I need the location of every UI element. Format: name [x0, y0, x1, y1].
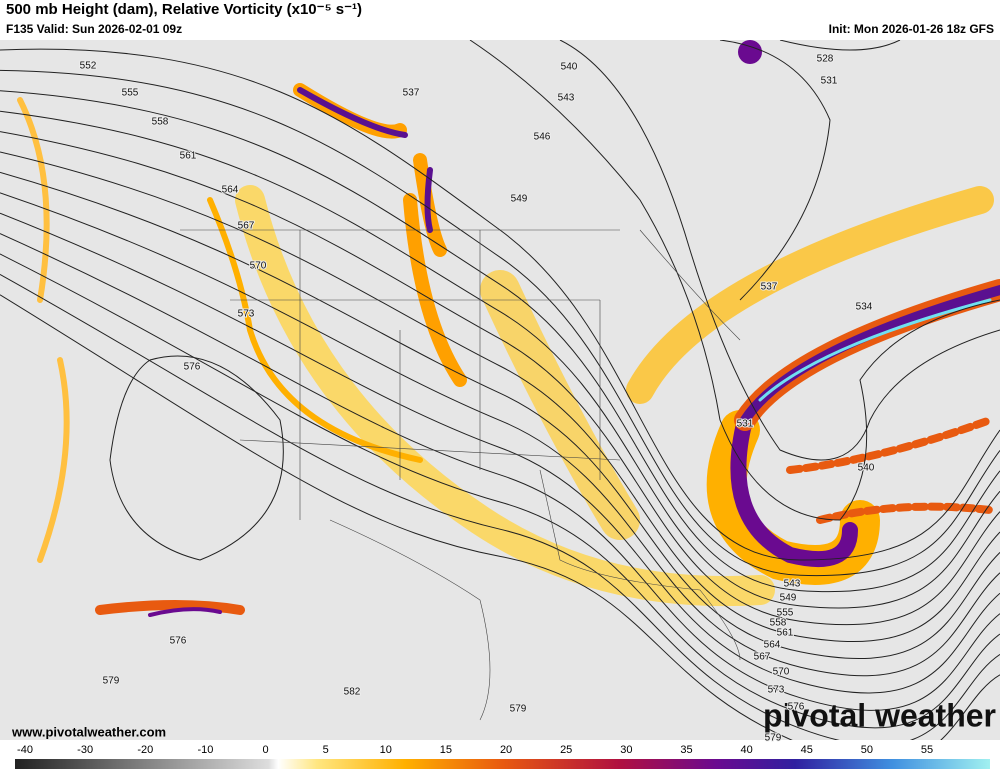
- colorbar-tick-label: -30: [77, 744, 93, 756]
- colorbar-tick-label: -20: [137, 744, 153, 756]
- colorbar-tick-label: 20: [500, 744, 512, 756]
- contour-label: 564: [764, 640, 781, 651]
- colorbar-tick-label: 45: [801, 744, 813, 756]
- contour-label: 555: [777, 608, 794, 619]
- contour-label: 546: [534, 132, 551, 143]
- contour-label: 573: [238, 309, 255, 320]
- colorbar-tick-label: 0: [262, 744, 268, 756]
- colorbar-tick-label: 50: [861, 744, 873, 756]
- contour-label: 549: [780, 593, 797, 604]
- contour-label: 579: [510, 704, 527, 715]
- contour: [719, 40, 901, 301]
- contour-label: 543: [558, 93, 575, 104]
- contour-label: 534: [856, 302, 873, 313]
- colorbar: [15, 759, 990, 769]
- contour: [0, 294, 1000, 740]
- contour: [0, 90, 1000, 593]
- contour: [0, 151, 1000, 642]
- contour: [0, 48, 1000, 561]
- colorbar-tick-label: 35: [680, 744, 692, 756]
- boundaries: [180, 229, 741, 721]
- contour: [0, 273, 1000, 740]
- contour: [0, 110, 1000, 609]
- contour-label: 579: [103, 676, 120, 687]
- contour-label: 561: [777, 628, 794, 639]
- colorbar-tick-label: 15: [440, 744, 452, 756]
- logo: pivotal weather: [763, 697, 996, 733]
- contour-label: 531: [821, 76, 838, 87]
- colorbar-tick-label: -10: [197, 744, 213, 756]
- contour-label: 531: [737, 419, 754, 430]
- height-contours: [0, 40, 1000, 740]
- contour-label: 558: [152, 117, 169, 128]
- contour-label: 555: [122, 88, 139, 99]
- contour: [469, 40, 1000, 521]
- contour: [0, 131, 1000, 626]
- contour-label: 570: [773, 667, 790, 678]
- contour-label: 576: [170, 636, 187, 647]
- contour: [0, 192, 1000, 677]
- contour: [0, 233, 1000, 711]
- contour: [0, 253, 1000, 729]
- colorbar-tick-label: 5: [323, 744, 329, 756]
- contour-label: 549: [511, 194, 528, 205]
- vorticity-field: [17, 40, 1000, 617]
- website: www.pivotalweather.com: [11, 724, 166, 739]
- contour-label: 582: [344, 687, 361, 698]
- map-background: [0, 40, 1000, 740]
- contour-label: 570: [250, 261, 267, 272]
- contour-label: 576: [184, 362, 201, 373]
- contour-label: 543: [784, 579, 801, 590]
- contour-label: 540: [561, 62, 578, 73]
- contour-label: 567: [238, 221, 255, 232]
- init-time: Init: Mon 2026-01-26 18z GFS: [829, 22, 994, 36]
- contour-label: 528: [817, 54, 834, 65]
- contour-label: 576: [788, 702, 805, 713]
- contour-label: 558: [770, 618, 787, 629]
- contour-label: 573: [768, 685, 785, 696]
- title: 500 mb Height (dam), Relative Vorticity …: [6, 1, 362, 18]
- contour-label: 540: [858, 463, 875, 474]
- colorbar-tick-label: -40: [17, 744, 33, 756]
- contour: [109, 355, 284, 561]
- contour-label: 567: [754, 652, 771, 663]
- contour-label: 552: [80, 61, 97, 72]
- contour-label: 537: [761, 282, 778, 293]
- contour: [0, 212, 1000, 694]
- colorbar-tick-label: 55: [921, 744, 933, 756]
- contour: [0, 69, 1000, 577]
- colorbar-tick-label: 25: [560, 744, 572, 756]
- contour-label: 564: [222, 185, 239, 196]
- colorbar-tick-label: 10: [380, 744, 392, 756]
- colorbar-tick-label: 40: [740, 744, 752, 756]
- contour-label: 561: [180, 151, 197, 162]
- contour: [0, 171, 1000, 660]
- valid-time: F135 Valid: Sun 2026-02-01 09z: [6, 22, 182, 36]
- contour-label: 537: [403, 88, 420, 99]
- contour-label: 579: [765, 733, 782, 744]
- colorbar-tick-label: 30: [620, 744, 632, 756]
- contour: [559, 40, 1000, 461]
